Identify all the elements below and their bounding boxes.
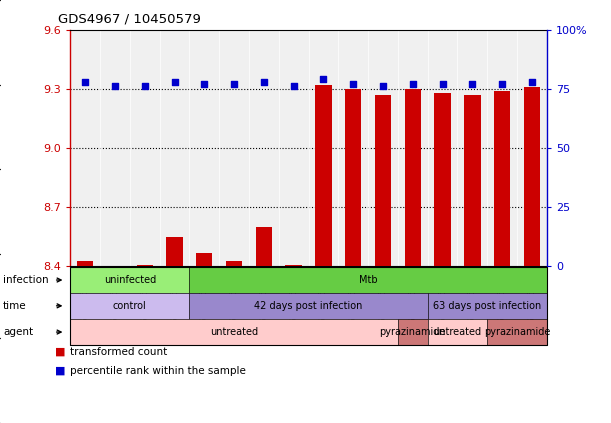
Bar	[494, 91, 510, 266]
Point	[80, 78, 90, 85]
Text: untreated: untreated	[210, 327, 258, 337]
Point	[170, 78, 180, 85]
Text: ■: ■	[55, 365, 65, 376]
Bar	[464, 95, 481, 266]
Text: 42 days post infection: 42 days post infection	[254, 301, 363, 311]
Point	[348, 81, 358, 88]
Point	[259, 78, 269, 85]
Point	[110, 83, 120, 90]
Point	[140, 83, 150, 90]
Text: uninfected: uninfected	[104, 275, 156, 285]
Bar	[524, 87, 540, 266]
Bar	[345, 89, 362, 266]
Text: agent: agent	[3, 327, 33, 337]
Text: ■: ■	[55, 346, 65, 357]
Text: pyrazinamide: pyrazinamide	[379, 327, 446, 337]
Bar	[136, 264, 153, 266]
Text: infection: infection	[3, 275, 49, 285]
Bar	[255, 227, 272, 266]
Bar	[196, 253, 213, 266]
Bar	[226, 261, 243, 266]
Text: transformed count: transformed count	[70, 346, 167, 357]
Text: pyrazinamide: pyrazinamide	[484, 327, 551, 337]
Bar	[404, 89, 421, 266]
Point	[467, 81, 477, 88]
Text: Mtb: Mtb	[359, 275, 378, 285]
Text: 63 days post infection: 63 days post infection	[433, 301, 541, 311]
Bar	[285, 264, 302, 266]
Point	[497, 81, 507, 88]
Point	[318, 76, 328, 83]
Point	[199, 81, 209, 88]
Point	[408, 81, 418, 88]
Bar	[77, 261, 93, 266]
Bar	[434, 93, 451, 266]
Bar	[375, 95, 391, 266]
Text: control: control	[113, 301, 147, 311]
Bar	[315, 85, 332, 266]
Text: GDS4967 / 10450579: GDS4967 / 10450579	[58, 13, 201, 26]
Text: percentile rank within the sample: percentile rank within the sample	[70, 365, 246, 376]
Point	[527, 78, 537, 85]
Bar	[166, 237, 183, 266]
Point	[229, 81, 239, 88]
Point	[289, 83, 299, 90]
Point	[437, 81, 447, 88]
Text: time: time	[3, 301, 27, 311]
Point	[378, 83, 388, 90]
Text: untreated: untreated	[433, 327, 481, 337]
